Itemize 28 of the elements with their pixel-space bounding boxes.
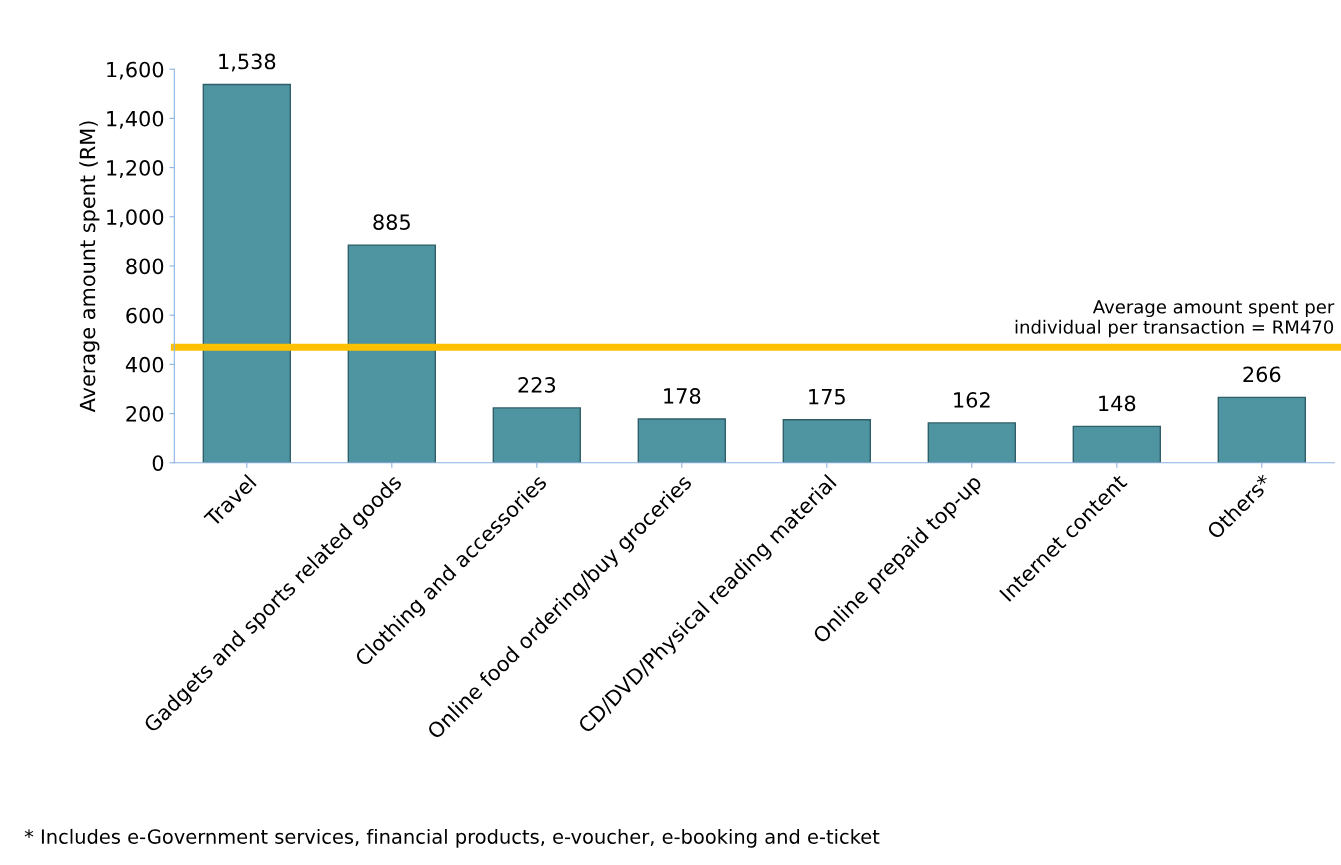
ref-line-label: Average amount spent per individual per transaction = RM470 bbox=[1015, 300, 1335, 338]
y-tick-label: 1,600 bbox=[107, 61, 164, 80]
y-tick-label: 200 bbox=[126, 406, 164, 422]
bar bbox=[782, 419, 872, 463]
y-tick-label: 800 bbox=[126, 258, 164, 275]
data-label: 885 bbox=[373, 214, 410, 230]
data-label: 266 bbox=[1243, 366, 1281, 383]
text: * Includes e-Government services, financial products, e-voucher, e-booking and e-ticket bbox=[24, 828, 880, 848]
y-tick-label: 1,400 bbox=[107, 110, 164, 129]
y-tick-label: 0 bbox=[152, 455, 164, 471]
bar bbox=[637, 418, 727, 463]
bar bbox=[492, 407, 582, 463]
y-tick-label: 600 bbox=[126, 307, 164, 324]
bar bbox=[927, 422, 1016, 463]
y-tick-label: 1,000 bbox=[107, 209, 164, 228]
bar bbox=[1072, 425, 1161, 463]
bar bbox=[1217, 396, 1306, 463]
bar bbox=[347, 244, 437, 463]
data-label: 178 bbox=[664, 388, 701, 404]
bar bbox=[202, 83, 292, 463]
y-axis-title: Average amount spent (RM) bbox=[79, 121, 100, 413]
y-tick-label: 1,200 bbox=[107, 160, 164, 178]
data-label: 162 bbox=[954, 392, 990, 408]
data-label: 1,538 bbox=[219, 53, 276, 72]
data-label: 223 bbox=[518, 377, 556, 393]
data-label: 148 bbox=[1099, 395, 1136, 412]
data-label: 175 bbox=[809, 389, 845, 405]
y-tick-label: 400 bbox=[125, 356, 164, 373]
